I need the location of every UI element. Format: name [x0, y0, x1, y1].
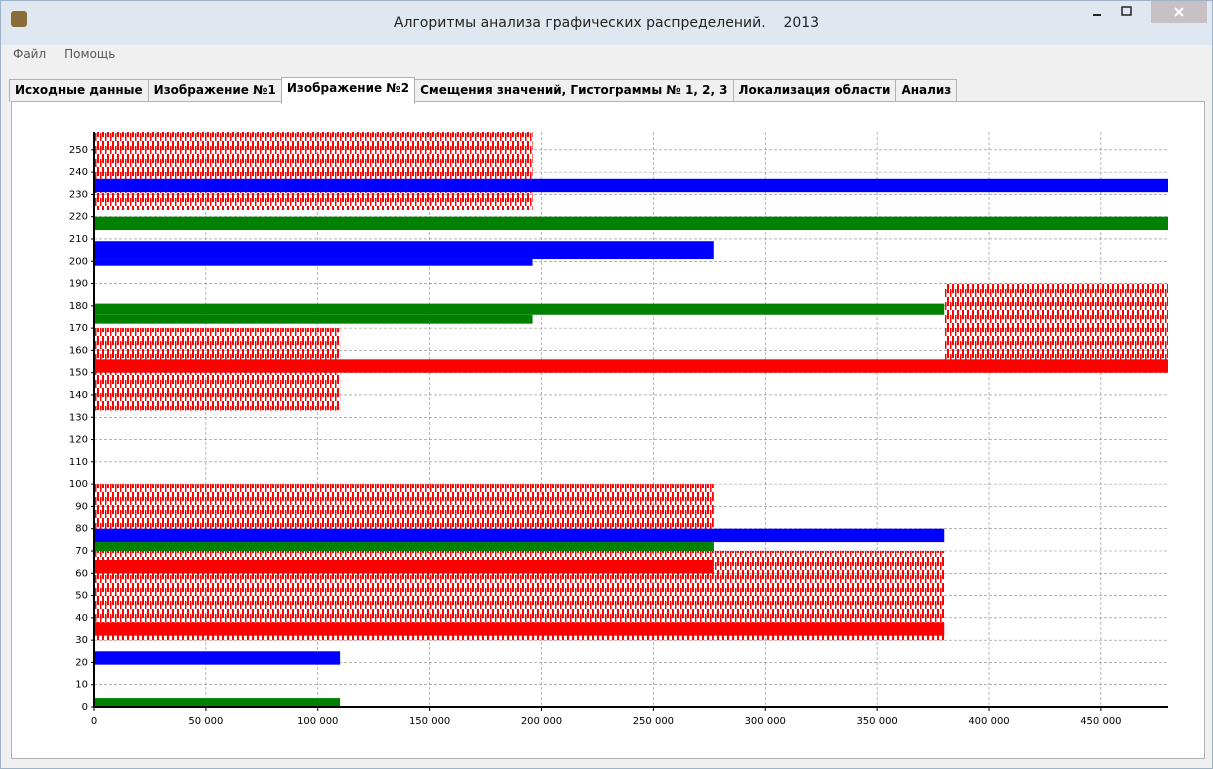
y-tick-label: 220	[69, 212, 88, 223]
x-tick-label: 50 000	[188, 716, 223, 727]
y-tick-label: 30	[75, 635, 88, 646]
chart-panel: 0 10 20 30 40 50 60 70 80 90 100 110 120 130 140 150 160…	[11, 101, 1205, 759]
maximize[interactable]	[1111, 1, 1141, 23]
y-tick-label: 110	[69, 457, 88, 468]
y-tick-label: 170	[69, 323, 88, 334]
y-tick-label: 50	[75, 591, 88, 602]
band	[94, 542, 714, 551]
x-tick-label: 250 000	[633, 716, 674, 727]
y-tick-label: 20	[75, 657, 88, 668]
title-bar: Алгоритмы анализа графических распределе…	[1, 1, 1212, 45]
band	[94, 178, 1168, 193]
y-tick-label: 160	[69, 345, 88, 356]
x-tick-label: 450 000	[1080, 716, 1121, 727]
chart: 0 10 20 30 40 50 60 70 80 90 100 110 120 130 140 150 160…	[69, 132, 1168, 727]
band	[94, 303, 945, 315]
y-tick-label: 230	[69, 189, 88, 200]
tab[interactable]: Исходные данные	[9, 79, 149, 102]
tab[interactable]: Смещения значений, Гистограммы № 1, 2, 3	[414, 79, 734, 102]
y-tick-label: 130	[69, 412, 88, 423]
menu-item[interactable]: Помощь	[64, 47, 116, 61]
band	[94, 651, 341, 665]
tab[interactable]: Изображение №1	[147, 79, 282, 102]
band	[94, 259, 533, 266]
x-tick-label: 350 000	[856, 716, 897, 727]
band	[94, 622, 945, 636]
noise-region	[944, 283, 1168, 362]
y-tick-label: 70	[75, 546, 88, 557]
y-tick-label: 80	[75, 524, 88, 535]
y-tick-label: 240	[69, 167, 88, 178]
band	[94, 216, 1168, 231]
y-tick-label: 10	[75, 680, 88, 691]
y-tick-label: 100	[69, 479, 88, 490]
tab[interactable]: Локализация области	[732, 79, 897, 102]
y-tick-label: 250	[69, 145, 88, 156]
minimize[interactable]	[1081, 1, 1111, 23]
window-buttons[interactable]	[1081, 1, 1211, 23]
y-tick-label: 140	[69, 390, 88, 401]
y-tick-label: 180	[69, 301, 88, 312]
y-tick-label: 0	[82, 702, 88, 713]
x-tick-label: 0	[91, 716, 97, 727]
window-title: Алгоритмы анализа графических распределе…	[393, 15, 820, 31]
menu-item[interactable]: Файл	[13, 47, 47, 61]
y-tick-label: 60	[75, 568, 88, 579]
y-tick-label: 120	[69, 435, 88, 446]
tab[interactable]: Анализ	[895, 79, 958, 102]
tab-strip: Исходные данные Изображение №1 Изображение…	[9, 77, 958, 104]
x-tick-label: 200 000	[521, 716, 562, 727]
x-tick-label: 150 000	[409, 716, 450, 727]
menu-bar: Файл Помощь	[1, 47, 121, 61]
y-tick-label: 190	[69, 279, 88, 290]
band	[94, 528, 945, 543]
band	[94, 241, 714, 260]
app-icon	[11, 11, 27, 27]
band	[94, 698, 341, 707]
y-tick-label: 40	[75, 613, 88, 624]
x-tick-label: 300 000	[745, 716, 786, 727]
x-tick-label: 400 000	[968, 716, 1009, 727]
x-tick-label: 100 000	[297, 716, 338, 727]
tab[interactable]: Изображение №2	[280, 77, 416, 104]
y-tick-label: 90	[75, 501, 88, 512]
band	[94, 314, 533, 324]
noise-region	[94, 132, 533, 211]
band	[94, 359, 1168, 373]
y-tick-label: 150	[69, 368, 88, 379]
y-tick-label: 200	[69, 256, 88, 267]
y-tick-label: 210	[69, 234, 88, 245]
band	[94, 559, 714, 574]
